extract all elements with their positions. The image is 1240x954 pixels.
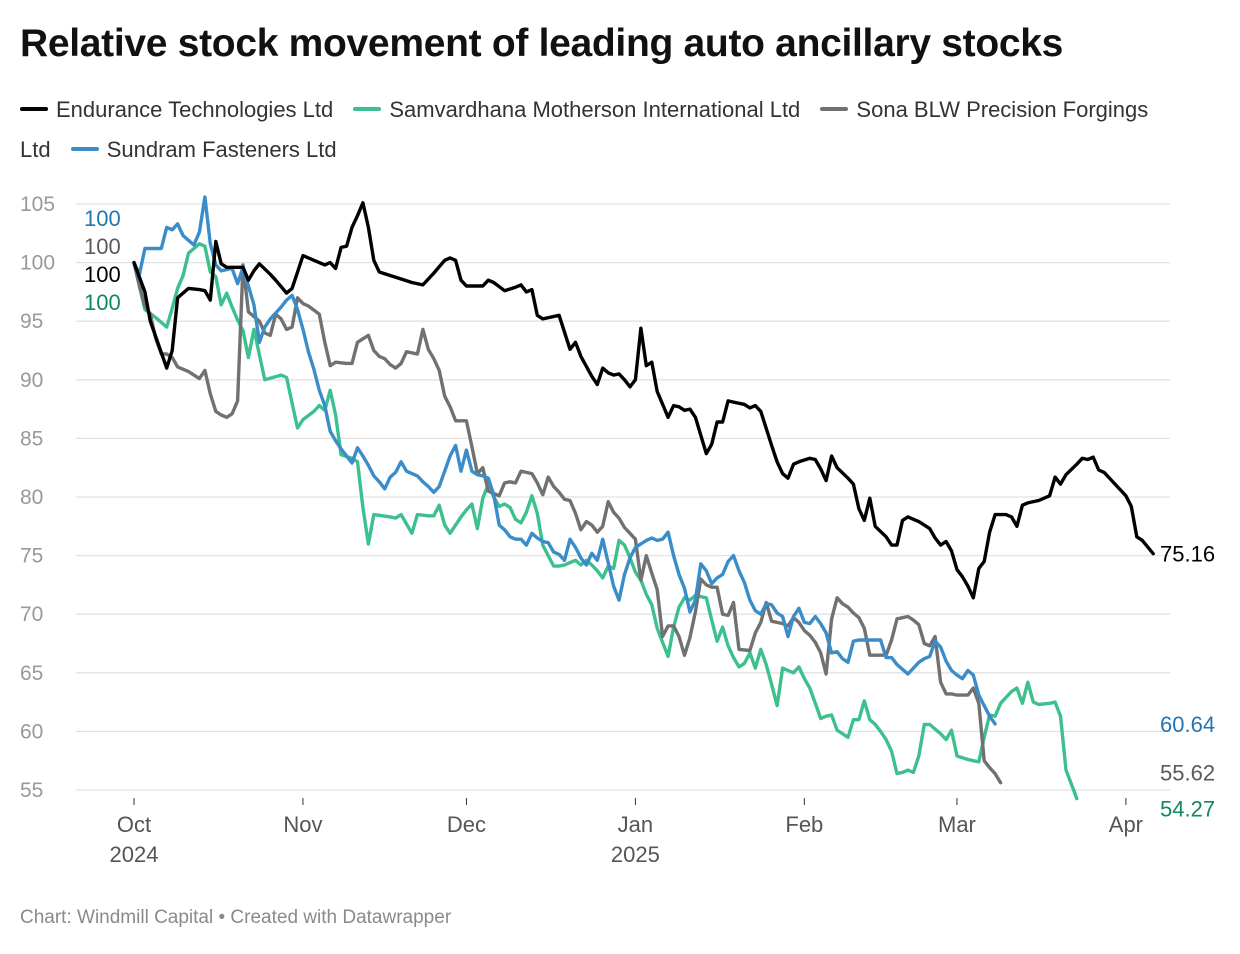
start-label-sundram: 100 xyxy=(84,206,121,231)
y-tick-label: 80 xyxy=(20,486,43,509)
end-label-sona: 55.62 xyxy=(1160,761,1215,786)
x-tick-year: 2024 xyxy=(110,842,159,867)
end-label-endurance: 75.16 xyxy=(1160,542,1215,567)
y-tick-label: 65 xyxy=(20,662,43,685)
y-tick-label: 75 xyxy=(20,545,43,568)
x-axis: Oct 2024 Nov Dec Jan 2025 Feb Mar Apr xyxy=(110,798,1143,867)
chart-title: Relative stock movement of leading auto … xyxy=(20,22,1064,65)
y-tick-label: 55 xyxy=(20,779,43,802)
y-tick-label: 60 xyxy=(20,720,43,743)
x-tick-label: Oct xyxy=(117,812,151,837)
y-tick-label: 70 xyxy=(20,603,43,626)
grid-layer: 105 100 95 90 85 80 75 70 65 60 55 xyxy=(20,193,1170,802)
x-tick-label: Apr xyxy=(1109,812,1143,837)
legend-label-sona: Sona BLW Precision Forgings Ltd xyxy=(20,97,1149,162)
x-tick-label: Dec xyxy=(447,812,486,837)
x-tick-label: Jan xyxy=(618,812,653,837)
start-label-sona: 100 xyxy=(84,234,121,259)
legend-item-sona: Sona BLW Precision Forgings Ltd xyxy=(20,97,1148,162)
legend-label-endurance: Endurance Technologies Ltd xyxy=(56,97,334,122)
legend-item-sundram: Sundram Fasteners Ltd xyxy=(70,137,337,162)
chart-source: Chart: Windmill Capital • Created with D… xyxy=(20,907,452,928)
series-line-endurance xyxy=(132,201,1155,600)
x-tick-label: Feb xyxy=(785,812,823,837)
series-line-sundram xyxy=(132,195,997,726)
series-labels: 100 100 100 100 75.16 54.27 55.62 60.64 xyxy=(84,206,1215,822)
legend-swatch-sona xyxy=(820,107,849,112)
start-label-samvardhana: 100 xyxy=(84,290,121,315)
legend-item-endurance: Endurance Technologies Ltd xyxy=(20,97,333,122)
x-tick-year: 2025 xyxy=(611,842,660,867)
y-tick-label: 85 xyxy=(20,427,43,450)
series-line-samvardhana xyxy=(132,242,1079,801)
legend-swatch-samvardhana xyxy=(353,107,382,112)
start-label-endurance: 100 xyxy=(84,262,121,287)
y-tick-label: 90 xyxy=(20,369,43,392)
legend-swatch-endurance xyxy=(20,107,48,112)
legend-swatch-sundram xyxy=(70,147,99,152)
y-tick-label: 100 xyxy=(20,252,55,275)
end-label-samvardhana: 54.27 xyxy=(1160,797,1215,822)
x-tick-label: Nov xyxy=(283,812,322,837)
x-tick-label: Mar xyxy=(938,812,976,837)
y-tick-label: 95 xyxy=(20,310,43,333)
end-label-sundram: 60.64 xyxy=(1160,712,1215,737)
legend-label-sundram: Sundram Fasteners Ltd xyxy=(106,137,337,162)
legend-item-samvardhana: Samvardhana Motherson International Ltd xyxy=(353,97,800,122)
series-line-sona xyxy=(132,260,1003,785)
series-layer xyxy=(132,195,1155,801)
legend-label-samvardhana: Samvardhana Motherson International Ltd xyxy=(389,97,801,122)
legend: Endurance Technologies Ltd Samvardhana M… xyxy=(20,90,1180,170)
y-tick-label: 105 xyxy=(20,193,55,216)
